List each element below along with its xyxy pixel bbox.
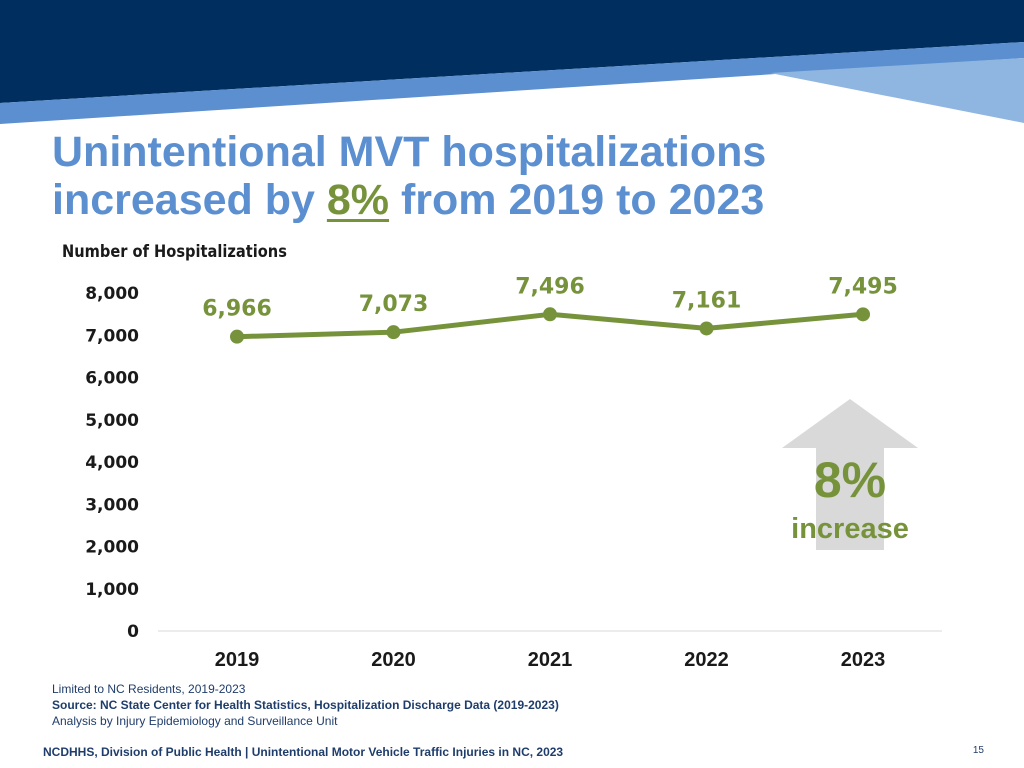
x-tick-label: 2020 [371,649,416,671]
y-tick-label: 5,000 [85,411,139,431]
y-tick-label: 2,000 [85,538,139,558]
title-line-2-prefix: increased by [52,176,327,224]
data-point [230,329,244,344]
data-point [856,307,870,322]
data-point [543,307,557,322]
chart-notes: Limited to NC Residents, 2019-2023 Sourc… [52,681,559,729]
title-highlight-percent: 8% [326,176,390,224]
y-tick-label: 4,000 [85,453,139,473]
title-line-2-suffix: from 2019 to 2023 [389,176,765,224]
y-tick-label: 8,000 [85,284,139,304]
y-axis-ticks: 0 1,000 2,000 3,000 4,000 5,000 6,000 7,000 8,00… [85,284,139,642]
page-number: 15 [972,745,984,756]
x-tick-label: 2021 [528,649,573,671]
y-tick-label: 1,000 [85,580,139,600]
x-tick-label: 2022 [684,649,729,671]
data-point [386,325,401,340]
y-tick-label: 0 [127,622,139,642]
banner-light-wedge [770,58,1024,123]
data-points [230,307,870,344]
notes-residents: Limited to NC Residents, 2019-2023 [52,682,246,696]
y-tick-label: 7,000 [85,326,139,346]
header-banner [0,0,1024,124]
slide-title: Unintentional MVT hospitalizations increa… [52,128,766,224]
x-tick-label: 2019 [215,649,260,671]
data-label: 7,161 [672,288,742,313]
data-point [699,321,714,336]
data-label: 7,073 [359,292,429,317]
x-axis-ticks: 2019 2020 2021 2022 2023 [215,649,886,671]
y-axis-title: Number of Hospitalizations [62,242,287,262]
banner-navy-band [0,0,1024,103]
title-line-1: Unintentional MVT hospitalizations [52,128,767,176]
up-arrow-icon [782,399,918,550]
notes-source: Source: NC State Center for Health Stati… [52,698,559,712]
footer-text: NCDHHS, Division of Public Health | Unin… [43,745,564,759]
data-label: 7,495 [828,274,898,299]
notes-analysis: Analysis by Injury Epidemiology and Surv… [52,714,338,728]
increase-percent: 8% [813,452,887,508]
data-label: 6,966 [202,297,272,322]
banner-blue-stripe [0,42,1024,124]
data-labels: 6,966 7,073 7,496 7,161 7,495 [202,274,898,321]
y-tick-label: 3,000 [85,495,139,515]
data-label: 7,496 [515,274,585,299]
x-tick-label: 2023 [841,649,886,671]
y-tick-label: 6,000 [85,369,139,389]
increase-label: increase [791,513,909,545]
